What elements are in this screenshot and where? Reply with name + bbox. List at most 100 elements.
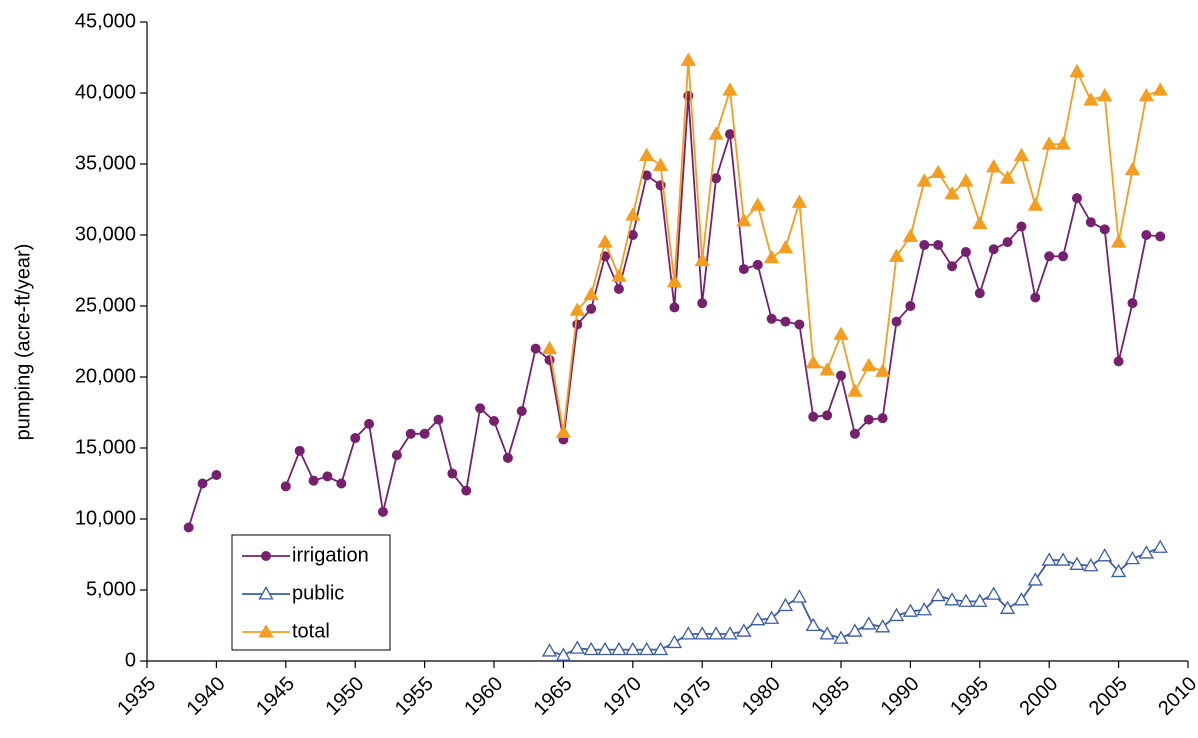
data-point [836,370,846,381]
data-point [586,303,597,314]
x-tick-label: 1965 [530,673,577,720]
data-point [791,194,807,208]
data-point [1099,224,1110,235]
legend-label: total [292,620,330,642]
data-point [819,362,835,376]
data-point [972,593,988,607]
data-point [530,343,541,354]
data-point [1002,237,1013,248]
data-point [722,626,738,640]
data-point [1113,356,1124,367]
data-point [986,159,1002,173]
x-tick-label: 1990 [877,673,924,720]
data-point [752,259,763,270]
data-point [999,600,1016,614]
data-point [1138,88,1154,102]
data-point [1041,552,1057,566]
data-point [1141,230,1152,240]
data-point [736,212,752,227]
data-point [891,316,902,327]
data-point [183,522,194,533]
data-point [1152,539,1168,553]
x-tick-label: 1980 [738,673,785,720]
data-point [711,173,722,184]
data-point [569,302,585,316]
data-point [625,207,641,221]
data-point [1124,161,1141,176]
data-point [930,164,946,179]
data-point [666,274,683,288]
data-point [888,607,905,622]
data-point [763,610,780,624]
data-point [461,485,472,496]
data-point [541,340,558,355]
data-point [794,319,805,330]
data-point [1138,545,1154,559]
data-point [888,248,905,262]
data-point [1030,292,1041,303]
y-tick-label: 40,000 [75,81,136,103]
data-point [972,215,988,230]
data-point [1085,217,1096,228]
x-tick-label: 1975 [668,673,715,720]
data-point [933,239,944,250]
data-point [736,623,752,637]
data-point [780,316,791,327]
data-point [722,82,738,96]
data-point [197,478,208,489]
legend-label: irrigation [292,544,369,566]
data-point [833,630,849,644]
data-point [875,619,891,633]
data-point [902,228,919,242]
data-point [724,129,735,140]
data-point [211,469,222,480]
data-point [738,264,749,275]
data-point [750,197,766,211]
x-tick-label: 1955 [391,673,438,720]
data-point [861,616,877,630]
data-point [611,268,627,282]
data-point [1110,563,1127,578]
data-point [791,589,807,603]
data-point [419,428,430,439]
data-point [639,147,655,162]
data-point [1058,251,1069,262]
data-point [1127,298,1138,309]
series-line [548,60,1161,433]
y-tick-label: 0 [125,649,136,671]
y-axis-label: pumping (acre-ft/year) [12,244,34,441]
data-point [694,626,710,640]
data-point [805,617,821,632]
data-point [377,506,388,517]
data-point [1013,147,1030,162]
data-point [988,244,999,255]
x-tick-label: 1960 [460,673,507,720]
data-point [1016,221,1027,232]
data-point [916,602,932,616]
data-point [822,410,833,421]
x-tick-label: 1935 [113,673,160,720]
data-point [597,641,613,656]
data-point [863,414,874,425]
data-point [322,471,333,482]
data-point [902,603,919,617]
data-point [777,597,794,612]
data-point [680,52,696,66]
data-point [1055,552,1071,566]
y-tick-label: 5,000 [86,578,136,600]
data-point [849,428,860,439]
data-point [627,230,638,240]
data-point [280,481,291,492]
data-point [516,406,527,417]
data-point [447,468,458,479]
data-point [1083,92,1099,106]
y-tick-label: 30,000 [75,223,136,245]
data-point [805,354,821,369]
data-point [613,283,624,294]
data-point [1027,572,1043,586]
y-tick-label: 45,000 [75,10,136,32]
data-point [999,170,1016,184]
data-point [847,623,863,637]
data-point [583,641,599,656]
data-point [1152,82,1168,96]
